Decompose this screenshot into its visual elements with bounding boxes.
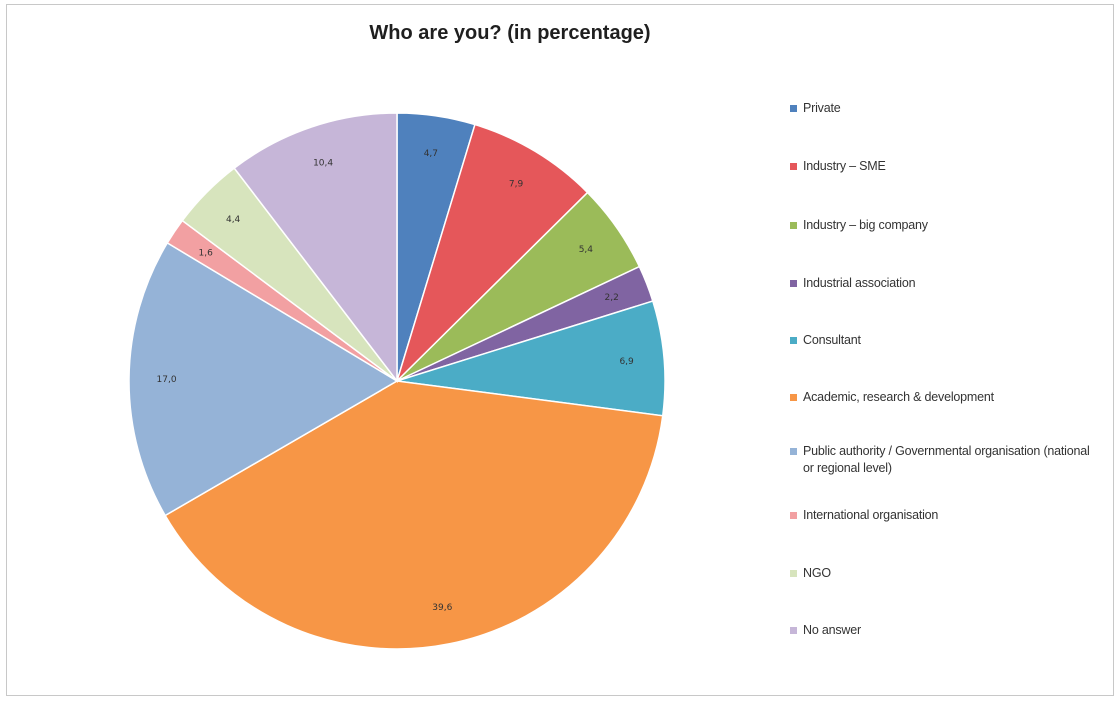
legend-label: Industry – SME: [803, 159, 886, 173]
slice-value-label: 1,6: [199, 248, 214, 258]
slice-value-label: 5,4: [579, 245, 594, 255]
legend-label: Consultant: [803, 333, 861, 347]
legend-label: Private: [803, 101, 841, 115]
legend-swatch: [790, 105, 797, 112]
legend-item: Industry – SME: [790, 158, 886, 175]
legend-swatch: [790, 570, 797, 577]
legend-swatch: [790, 627, 797, 634]
legend-label: Industry – big company: [803, 218, 928, 232]
legend-item: Industry – big company: [790, 217, 928, 234]
legend-label: International organisation: [803, 508, 939, 522]
pie-slice: [233, 112, 398, 384]
pie-slice: [396, 300, 666, 417]
legend-swatch: [790, 448, 797, 455]
legend-item: Industrial association: [790, 275, 916, 292]
slice-value-label: 4,4: [226, 215, 241, 225]
pie-value-labels: 4,7 7,9 5,4 2,2 6,9 39,6 17,0 1,6 4,4 10,4: [157, 149, 635, 613]
pie-slice: [396, 123, 589, 382]
legend-item: Academic, research & development: [790, 389, 994, 406]
legend-swatch: [790, 337, 797, 344]
legend-item: International organisation: [790, 507, 938, 524]
legend-label: Public authority / Governmental organisa…: [803, 444, 1090, 475]
legend-label: Industrial association: [803, 276, 916, 290]
chart-title: Who are you? (in percentage): [369, 22, 651, 44]
slice-value-label: 6,9: [619, 357, 634, 367]
legend-item: No answer: [790, 622, 861, 639]
pie-slice: [164, 380, 664, 650]
slice-value-label: 10,4: [313, 159, 333, 169]
slice-value-label: 39,6: [432, 603, 452, 613]
legend-swatch: [790, 222, 797, 229]
pie-slices: [128, 112, 666, 650]
legend-item: NGO: [790, 565, 831, 582]
legend-swatch: [790, 394, 797, 401]
legend-swatch: [790, 163, 797, 170]
chart-title-wrap: Who are you? (in percentage): [0, 22, 1120, 45]
legend-label: NGO: [803, 566, 831, 580]
legend-swatch: [790, 512, 797, 519]
legend-item: Consultant: [790, 332, 861, 349]
legend-item: Private: [790, 100, 841, 117]
legend-label: No answer: [803, 623, 861, 637]
slice-value-label: 2,2: [605, 293, 619, 303]
legend-swatch: [790, 280, 797, 287]
slice-value-label: 17,0: [157, 375, 177, 385]
pie-slice: [128, 241, 399, 517]
legend-item: Public authority / Governmental organisa…: [790, 443, 1103, 477]
slice-value-label: 7,9: [509, 180, 524, 190]
legend-label: Academic, research & development: [803, 390, 994, 404]
slice-value-label: 4,7: [424, 149, 438, 159]
